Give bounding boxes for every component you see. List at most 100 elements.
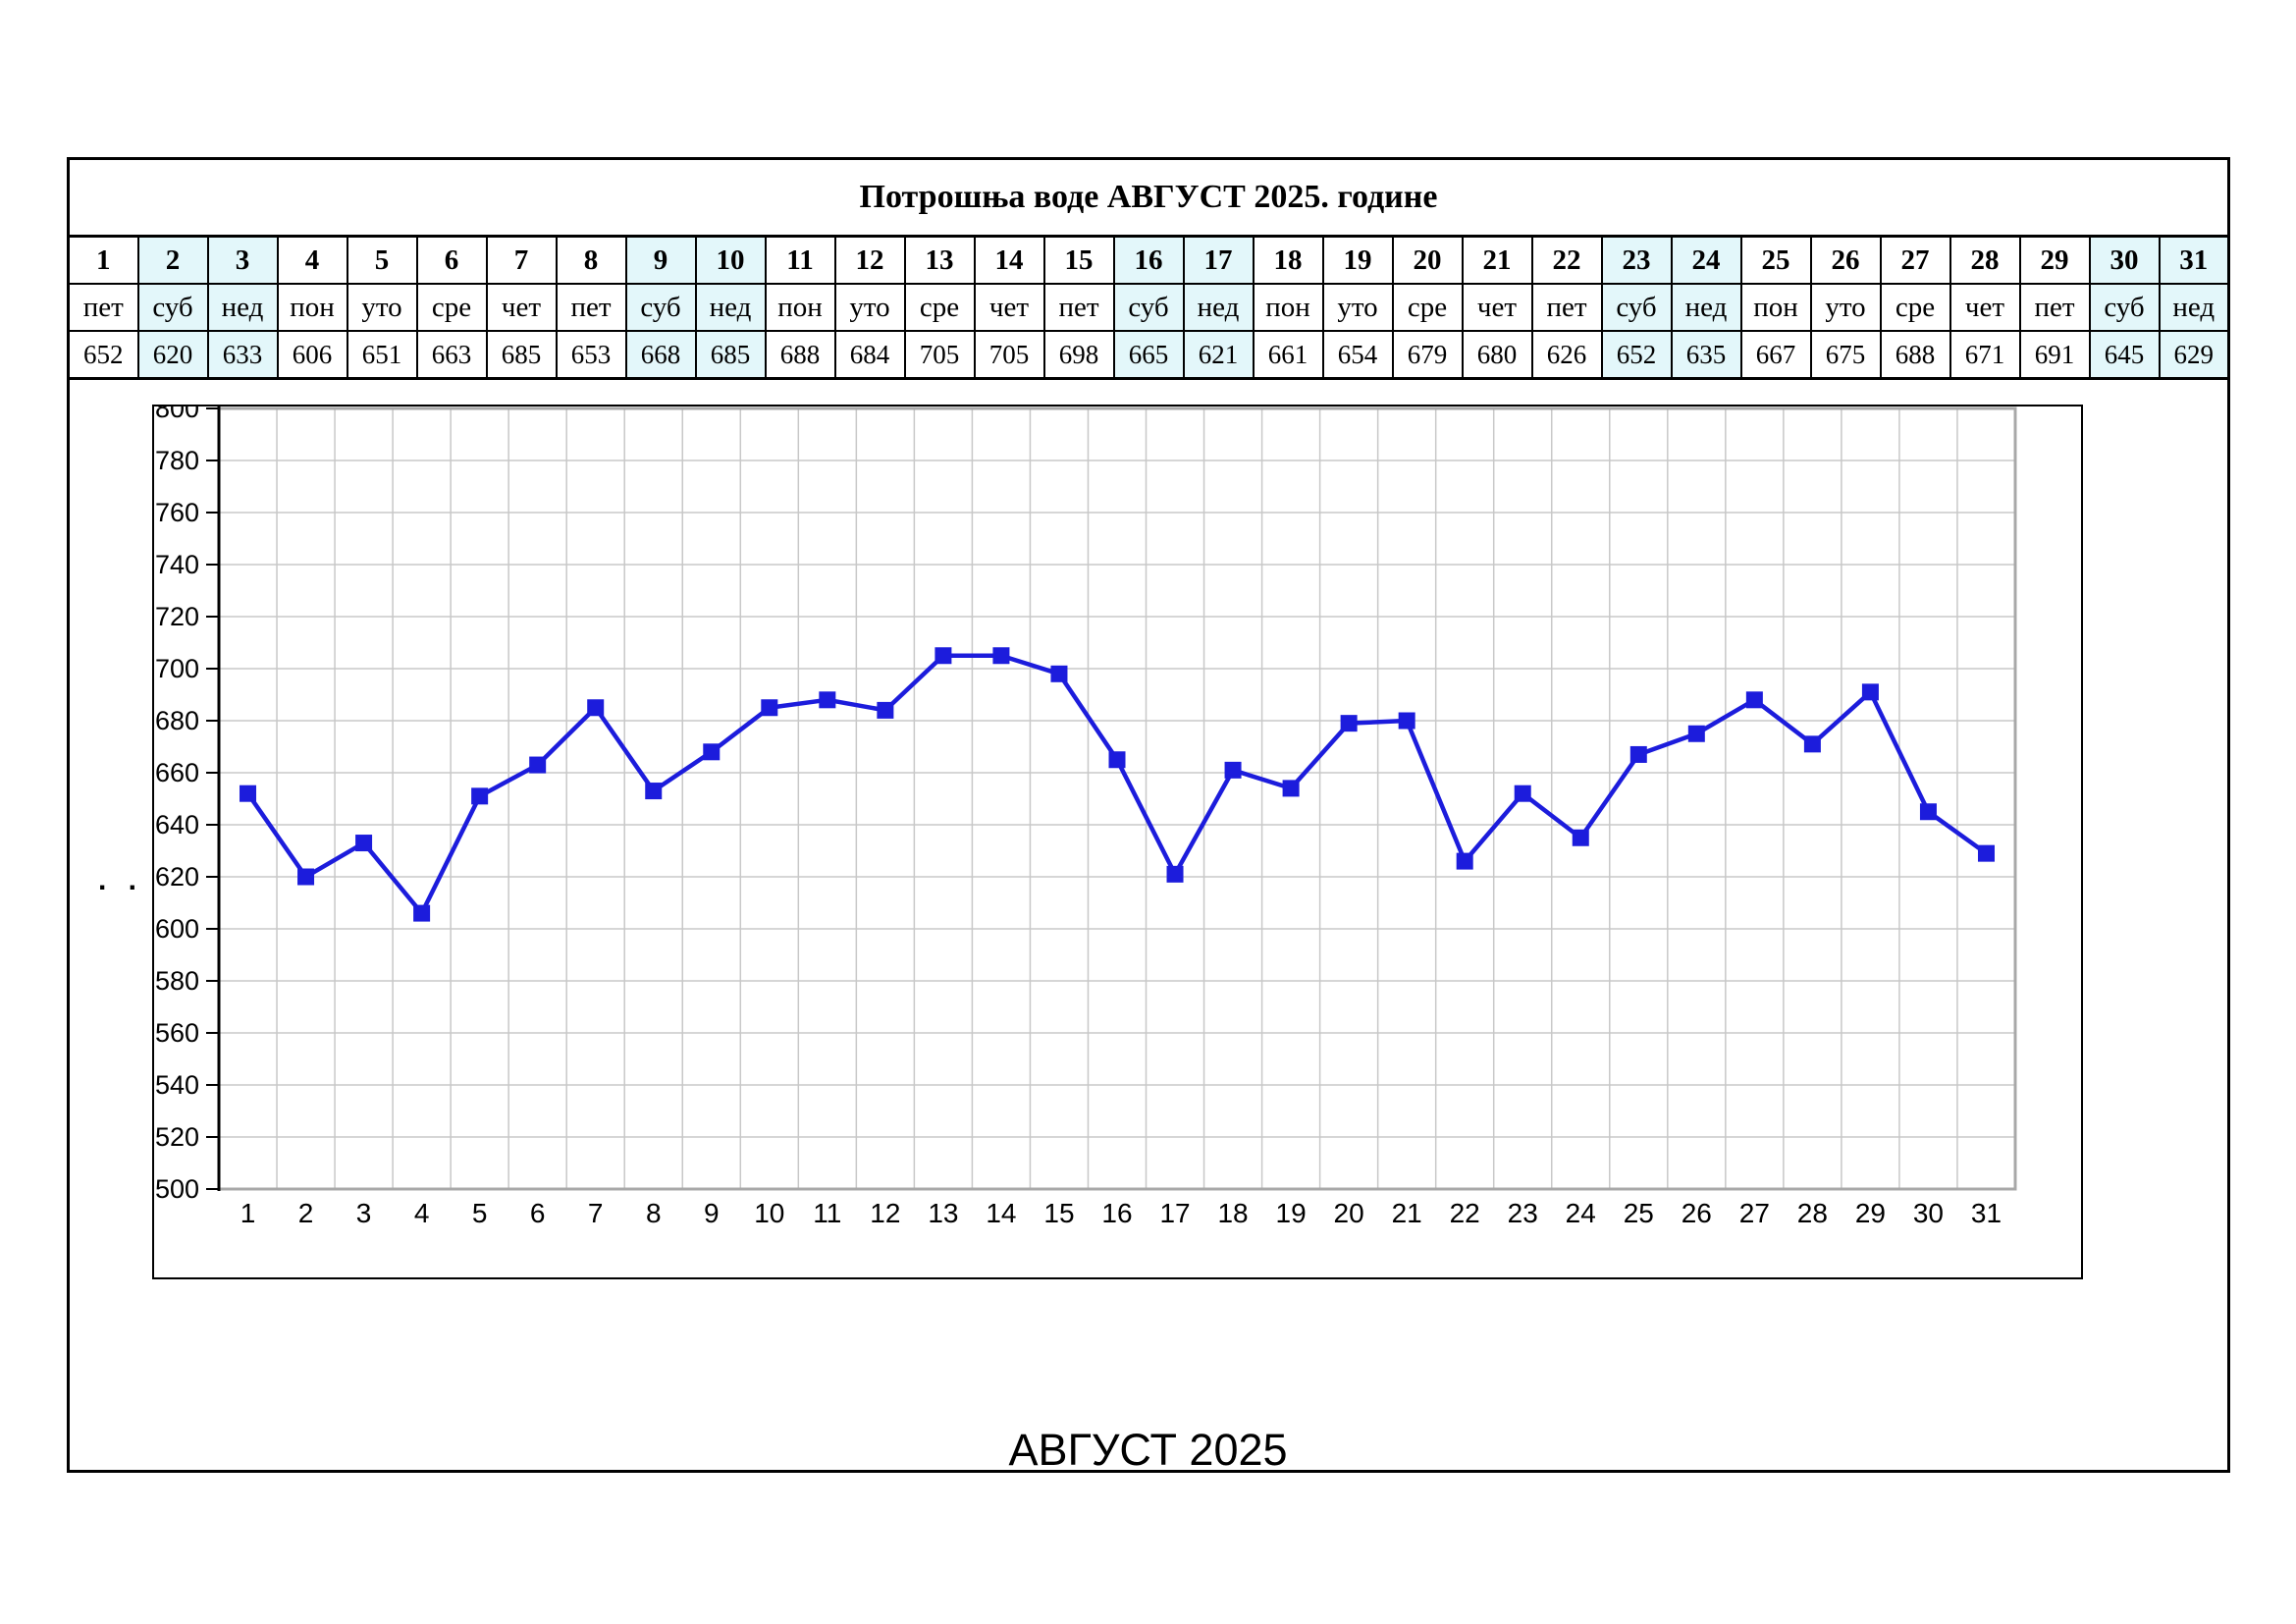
day-value-cell: 620	[136, 330, 209, 380]
day-value-cell: 705	[903, 330, 976, 380]
y-axis-tick-label: 740	[155, 550, 199, 579]
day-number-cell: 26	[1809, 235, 1882, 285]
x-axis-tick-label: 13	[928, 1198, 958, 1228]
day-name-row: пет суб нед пон уто сре чет пет суб нед пон уто сре ч…	[67, 283, 2230, 332]
day-name-cell: чет	[973, 283, 1045, 332]
bottom-caption: АВГУСТ 2025	[1008, 1425, 1288, 1475]
y-axis-tick-label: 540	[155, 1070, 199, 1100]
data-point-marker	[761, 699, 778, 717]
data-point-marker	[1687, 725, 1705, 742]
day-name-cell: пет	[2018, 283, 2091, 332]
day-name-cell: суб	[624, 283, 697, 332]
day-number-cell: 1	[67, 235, 139, 285]
day-name-cell: пет	[1530, 283, 1603, 332]
day-value-cell: 679	[1391, 330, 1464, 380]
data-point-marker	[355, 835, 373, 852]
consumption-table: 1 2 3 4 5 6 7 8 9 10 11 12 13 14 15 16 17 18 19 20 21 22 23 24 2…	[67, 235, 2230, 380]
day-value-cell: 635	[1670, 330, 1742, 380]
x-axis-tick-label: 7	[588, 1198, 604, 1228]
day-value-cell: 645	[2088, 330, 2161, 380]
y-axis-tick-label: 760	[155, 498, 199, 527]
day-value-cell: 685	[485, 330, 558, 380]
day-name-cell: суб	[1112, 283, 1185, 332]
day-number-cell: 22	[1530, 235, 1603, 285]
day-value-cell: 626	[1530, 330, 1603, 380]
data-point-marker	[1108, 751, 1126, 769]
data-point-marker	[992, 647, 1010, 665]
day-name-cell: пон	[1252, 283, 1324, 332]
day-number-row: 1 2 3 4 5 6 7 8 9 10 11 12 13 14 15 16 17 18 19 20 21 22 23 24 2…	[67, 235, 2230, 285]
day-number-cell: 13	[903, 235, 976, 285]
day-value-cell: 621	[1182, 330, 1255, 380]
x-axis-tick-label: 24	[1566, 1198, 1596, 1228]
day-number-cell: 7	[485, 235, 558, 285]
x-axis-tick-label: 18	[1217, 1198, 1248, 1228]
day-number-cell: 31	[2158, 235, 2230, 285]
day-name-cell: уто	[346, 283, 418, 332]
x-axis-tick-label: 19	[1276, 1198, 1307, 1228]
day-value-cell: 652	[1600, 330, 1673, 380]
day-name-cell: уто	[1809, 283, 1882, 332]
data-point-marker	[819, 691, 836, 709]
day-number-cell: 23	[1600, 235, 1673, 285]
day-number-cell: 17	[1182, 235, 1255, 285]
x-axis-tick-label: 10	[754, 1198, 784, 1228]
data-point-marker	[877, 701, 894, 719]
day-name-cell: нед	[206, 283, 279, 332]
data-point-marker	[1861, 683, 1879, 701]
day-value-cell: 671	[1949, 330, 2021, 380]
day-number-cell: 4	[276, 235, 348, 285]
data-point-marker	[703, 743, 721, 761]
day-name-cell: нед	[2158, 283, 2230, 332]
day-value-cell: 667	[1739, 330, 1812, 380]
data-point-marker	[1224, 761, 1242, 779]
x-axis-tick-label: 9	[704, 1198, 720, 1228]
chart-frame: 500 520 540 560 580 600 620 640 660 680 700 720 740 7…	[152, 405, 2083, 1279]
x-axis-tick-label: 14	[986, 1198, 1016, 1228]
day-number-cell: 29	[2018, 235, 2091, 285]
data-point-marker	[1745, 691, 1763, 709]
y-axis-tick-label: 600	[155, 914, 199, 944]
day-name-cell: суб	[2088, 283, 2161, 332]
day-number-cell: 24	[1670, 235, 1742, 285]
y-axis-tick-label: 800	[155, 406, 199, 423]
day-name-cell: чет	[1949, 283, 2021, 332]
y-axis-tick-label: 700	[155, 654, 199, 683]
x-axis-tick-label: 31	[1971, 1198, 2002, 1228]
y-axis-tick-label: 720	[155, 602, 199, 631]
day-value-cell: 606	[276, 330, 348, 380]
day-name-cell: уто	[1321, 283, 1394, 332]
x-axis-tick-label: 3	[356, 1198, 372, 1228]
x-axis-tick-label: 30	[1913, 1198, 1944, 1228]
day-value-cell: 652	[67, 330, 139, 380]
data-point-marker	[587, 699, 605, 717]
day-value-row: 652 620 633 606 651 663 685 653 668 685 688 684 705 7…	[67, 330, 2230, 380]
day-value-cell: 688	[764, 330, 836, 380]
day-number-cell: 19	[1321, 235, 1394, 285]
data-point-marker	[297, 868, 315, 886]
day-name-cell: сре	[1879, 283, 1951, 332]
x-axis-tick-label: 23	[1508, 1198, 1538, 1228]
day-name-cell: суб	[1600, 283, 1673, 332]
day-name-cell: пон	[1739, 283, 1812, 332]
x-axis-tick-label: 1	[240, 1198, 256, 1228]
x-axis-tick-label: 11	[813, 1198, 841, 1228]
day-name-cell: нед	[1670, 283, 1742, 332]
day-value-cell: 665	[1112, 330, 1185, 380]
day-number-cell: 6	[415, 235, 488, 285]
day-number-cell: 25	[1739, 235, 1812, 285]
water-consumption-line-chart: 5005205405605806006206406606807007207407…	[155, 406, 2017, 1228]
day-number-cell: 15	[1042, 235, 1115, 285]
day-name-cell: чет	[485, 283, 558, 332]
day-number-cell: 10	[694, 235, 767, 285]
x-axis-tick-label: 4	[414, 1198, 430, 1228]
data-point-marker	[934, 647, 952, 665]
day-value-cell: 684	[833, 330, 906, 380]
data-point-marker	[240, 785, 257, 802]
y-axis-tick-label: 660	[155, 758, 199, 787]
day-name-cell: уто	[833, 283, 906, 332]
data-point-marker	[1803, 735, 1821, 753]
day-value-cell: 654	[1321, 330, 1394, 380]
data-point-marker	[1629, 745, 1647, 763]
